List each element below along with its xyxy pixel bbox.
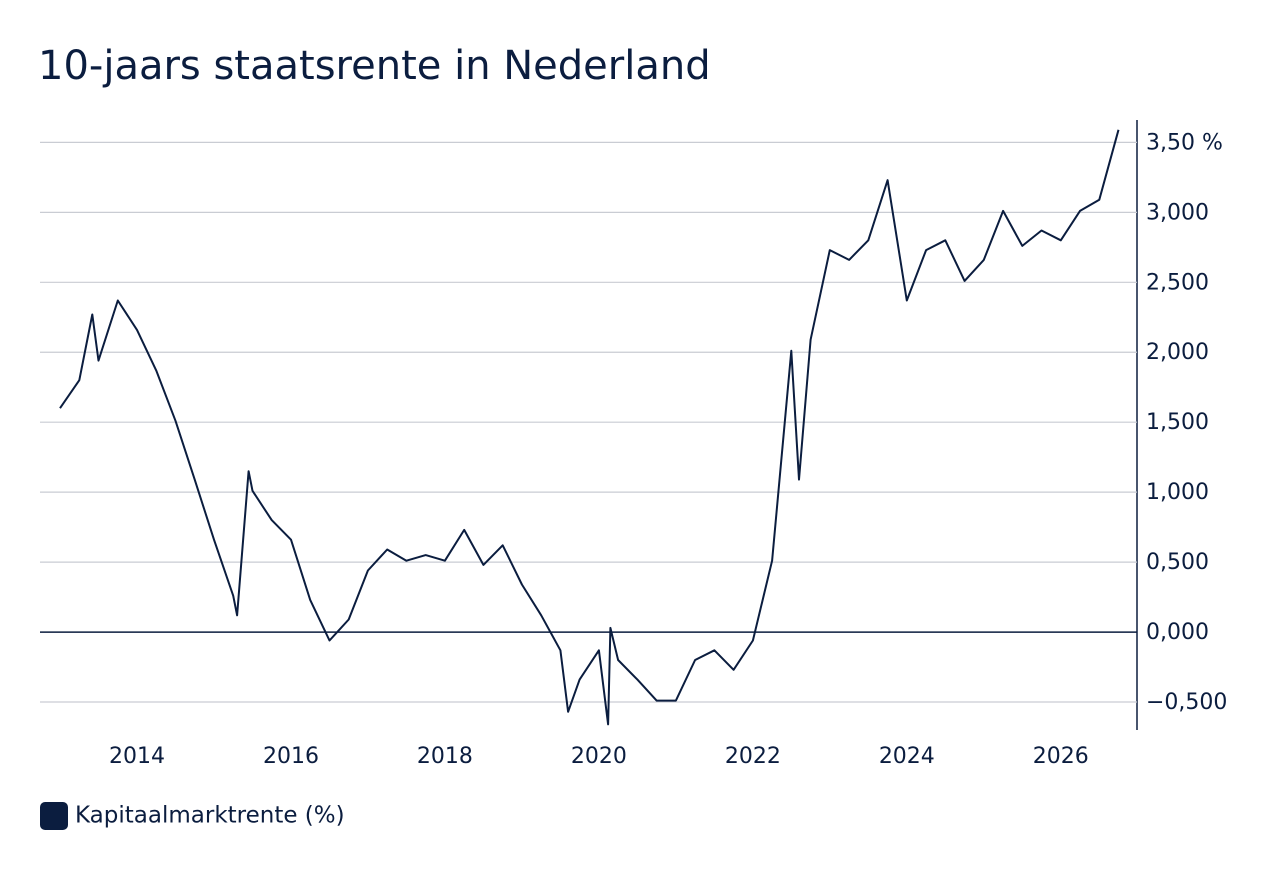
y-tick-label: 2,500 [1146, 270, 1209, 295]
y-tick-label: 0,000 [1146, 620, 1209, 645]
legend-swatch [40, 802, 68, 830]
y-tick-label: 0,500 [1146, 550, 1209, 575]
x-tick-label: 2016 [263, 744, 319, 769]
line-series [59, 129, 1120, 726]
x-tick-label: 2022 [725, 744, 781, 769]
chart-title: 10-jaars staatsrente in Nederland [38, 43, 711, 89]
legend-label: Kapitaalmarktrente (%) [75, 803, 345, 829]
y-tick-label: −0,500 [1146, 690, 1227, 715]
y-tick-label: 3,50 % [1146, 130, 1223, 155]
x-tick-label: 2026 [1033, 744, 1089, 769]
y-tick-label: 3,000 [1146, 200, 1209, 225]
x-tick-label: 2018 [417, 744, 473, 769]
y-tick-label: 1,000 [1146, 480, 1209, 505]
y-tick-label: 1,500 [1146, 410, 1209, 435]
x-tick-label: 2014 [109, 744, 165, 769]
x-tick-label: 2024 [879, 744, 935, 769]
y-tick-label: 2,000 [1146, 340, 1209, 365]
x-tick-label: 2020 [571, 744, 627, 769]
